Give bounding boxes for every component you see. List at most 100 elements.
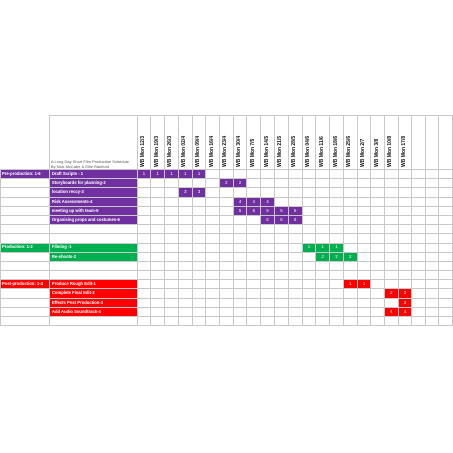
schedule-cell[interactable] [246, 214, 262, 226]
empty-cell[interactable] [218, 260, 234, 272]
schedule-cell[interactable] [329, 306, 344, 318]
empty-cell[interactable] [370, 315, 385, 327]
schedule-cell[interactable] [218, 168, 234, 180]
empty-cell[interactable] [356, 315, 372, 327]
schedule-cell[interactable] [356, 242, 372, 253]
schedule-cell-filled[interactable]: 1 [150, 168, 166, 180]
empty-cell[interactable] [260, 260, 275, 272]
schedule-cell[interactable] [411, 196, 426, 207]
week-header-8[interactable]: WB Mon 30/4 [232, 115, 248, 170]
schedule-cell-filled[interactable]: 4 [246, 196, 262, 207]
schedule-cell-filled[interactable]: 4 [397, 306, 413, 318]
schedule-cell[interactable] [232, 297, 248, 308]
schedule-cell[interactable] [218, 214, 234, 226]
schedule-cell[interactable] [150, 306, 166, 318]
schedule-cell[interactable] [438, 242, 453, 253]
schedule-cell[interactable] [150, 214, 166, 226]
empty-cell[interactable] [0, 214, 50, 226]
schedule-cell[interactable] [356, 178, 372, 189]
schedule-cell[interactable] [411, 214, 426, 226]
schedule-cell[interactable] [383, 279, 399, 290]
empty-cell[interactable] [315, 315, 331, 327]
schedule-cell[interactable] [315, 205, 331, 216]
schedule-cell[interactable] [424, 168, 440, 180]
schedule-cell[interactable] [218, 187, 234, 198]
empty-cell[interactable] [397, 233, 413, 244]
schedule-cell[interactable] [301, 205, 317, 216]
empty-cell[interactable] [370, 260, 385, 272]
schedule-cell[interactable] [287, 187, 303, 198]
schedule-cell[interactable] [370, 196, 385, 207]
schedule-cell[interactable] [218, 279, 234, 290]
empty-cell[interactable] [411, 233, 426, 244]
schedule-cell[interactable] [205, 288, 220, 299]
schedule-cell[interactable] [356, 297, 372, 308]
schedule-cell[interactable] [205, 242, 220, 253]
empty-cell[interactable] [260, 224, 275, 235]
empty-cell[interactable] [301, 315, 317, 327]
empty-cell[interactable] [370, 224, 385, 235]
schedule-cell[interactable] [397, 214, 413, 226]
schedule-cell[interactable] [164, 306, 179, 318]
week-header-5[interactable]: WB Mon 09/4 [191, 115, 207, 170]
empty-cell[interactable] [342, 315, 358, 327]
empty-cell[interactable] [218, 233, 234, 244]
empty-cell[interactable] [48, 233, 138, 244]
schedule-cell-filled[interactable]: 3 [191, 187, 207, 198]
schedule-cell[interactable] [246, 178, 262, 189]
schedule-cell-filled[interactable]: 5 [273, 205, 289, 216]
schedule-cell[interactable] [342, 187, 358, 198]
empty-cell[interactable] [0, 178, 50, 189]
empty-cell[interactable] [150, 270, 166, 281]
empty-cell[interactable] [301, 260, 317, 272]
schedule-cell[interactable] [232, 279, 248, 290]
schedule-cell[interactable] [260, 297, 275, 308]
schedule-cell[interactable] [164, 187, 179, 198]
schedule-cell[interactable] [287, 297, 303, 308]
empty-cell[interactable] [48, 270, 138, 281]
empty-cell[interactable] [397, 224, 413, 235]
empty-cell[interactable] [191, 233, 207, 244]
empty-cell[interactable] [48, 224, 138, 235]
schedule-cell[interactable] [150, 242, 166, 253]
empty-cell[interactable] [191, 260, 207, 272]
empty-cell[interactable] [246, 270, 262, 281]
empty-cell[interactable] [191, 224, 207, 235]
schedule-cell[interactable] [397, 168, 413, 180]
schedule-cell[interactable] [177, 214, 193, 226]
schedule-cell[interactable] [287, 306, 303, 318]
schedule-cell[interactable] [301, 279, 317, 290]
schedule-cell[interactable] [383, 242, 399, 253]
schedule-cell[interactable] [136, 306, 152, 318]
empty-cell[interactable] [342, 260, 358, 272]
schedule-cell[interactable] [301, 288, 317, 299]
schedule-cell[interactable] [287, 251, 303, 262]
week-header-11[interactable]: WB Mon 21/5 [273, 115, 289, 170]
schedule-cell[interactable] [136, 279, 152, 290]
empty-cell[interactable] [136, 224, 152, 235]
schedule-cell[interactable] [273, 297, 289, 308]
schedule-cell[interactable] [177, 251, 193, 262]
empty-cell[interactable] [0, 270, 50, 281]
empty-cell[interactable] [397, 315, 413, 327]
schedule-cell[interactable] [177, 196, 193, 207]
empty-cell[interactable] [0, 260, 50, 272]
schedule-cell[interactable] [191, 279, 207, 290]
empty-cell[interactable] [260, 270, 275, 281]
empty-cell[interactable] [232, 233, 248, 244]
schedule-cell[interactable] [191, 205, 207, 216]
empty-cell[interactable] [329, 260, 344, 272]
schedule-cell[interactable] [136, 251, 152, 262]
schedule-cell[interactable] [273, 196, 289, 207]
empty-cell[interactable] [246, 260, 262, 272]
schedule-cell[interactable] [191, 297, 207, 308]
empty-cell[interactable] [438, 315, 453, 327]
week-header-2[interactable]: WB Mon 19/3 [150, 115, 166, 170]
schedule-cell[interactable] [383, 251, 399, 262]
empty-cell[interactable] [301, 233, 317, 244]
empty-cell[interactable] [411, 315, 426, 327]
schedule-cell[interactable] [424, 178, 440, 189]
schedule-cell[interactable] [329, 178, 344, 189]
schedule-cell[interactable] [260, 279, 275, 290]
schedule-cell[interactable] [260, 168, 275, 180]
